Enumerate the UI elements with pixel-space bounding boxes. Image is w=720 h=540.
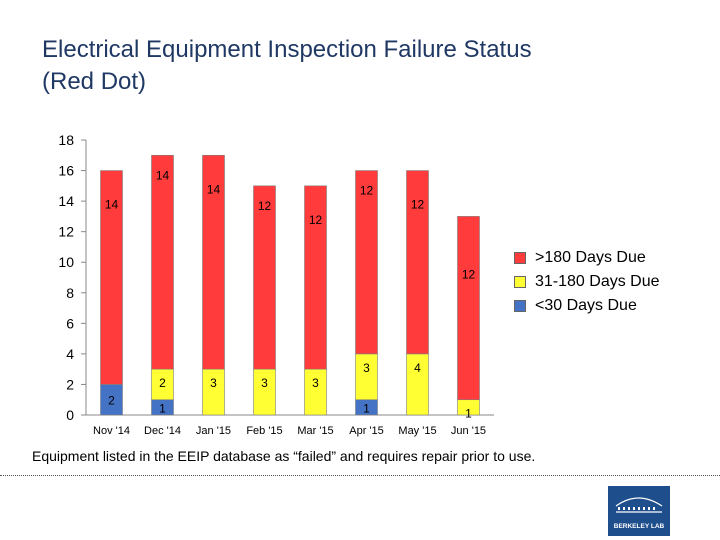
x-tick-label: Mar '15 — [297, 425, 333, 437]
data-label: 12 — [462, 267, 476, 281]
y-tick-label: 16 — [58, 163, 74, 179]
data-label: 3 — [363, 361, 370, 375]
bar-segment — [355, 170, 378, 355]
berkeley-lab-logo: BERKELEY LAB — [608, 486, 670, 536]
data-label: 12 — [411, 198, 425, 212]
data-label: 12 — [309, 213, 323, 227]
slide-title-line-1: Electrical Equipment Inspection Failure … — [42, 36, 532, 63]
data-label: 1 — [159, 401, 166, 415]
legend-label: <30 Days Due — [535, 297, 637, 314]
legend-swatch — [514, 300, 526, 312]
x-tick-label: Jan '15 — [196, 425, 231, 437]
y-tick-label: 0 — [66, 407, 74, 423]
data-label: 12 — [360, 184, 374, 198]
y-tick-label: 8 — [66, 285, 74, 301]
bar-segment — [100, 170, 123, 385]
data-label: 14 — [105, 198, 119, 212]
y-tick-label: 18 — [58, 132, 74, 148]
y-tick-label: 6 — [66, 315, 74, 331]
y-tick-label: 4 — [66, 346, 74, 362]
x-tick-label: Feb '15 — [246, 425, 282, 437]
data-label: 14 — [207, 182, 221, 196]
data-label: 4 — [414, 361, 421, 375]
x-tick-label: Nov '14 — [93, 425, 130, 437]
bar-segment — [151, 154, 174, 370]
footer-divider — [0, 475, 720, 476]
bar-segment — [202, 154, 225, 370]
x-tick-label: Apr '15 — [349, 425, 384, 437]
y-tick-label: 14 — [58, 193, 74, 209]
data-label: 3 — [312, 376, 319, 390]
data-label: 1 — [465, 407, 472, 421]
data-label: 3 — [261, 376, 268, 390]
data-label: 1 — [363, 401, 370, 415]
svg-text:BERKELEY LAB: BERKELEY LAB — [614, 523, 665, 530]
bar-segment — [406, 170, 429, 355]
data-label: 12 — [258, 199, 272, 213]
bar-segment — [304, 185, 327, 370]
legend-item: >180 Days Due — [514, 246, 660, 270]
x-tick-label: Jun '15 — [451, 425, 486, 437]
y-tick-label: 2 — [66, 376, 74, 392]
legend-item: <30 Days Due — [514, 294, 660, 318]
data-label: 2 — [108, 394, 115, 408]
bar-segment — [457, 216, 480, 401]
data-label: 3 — [210, 376, 217, 390]
bar-segment — [253, 185, 276, 370]
legend-label: 31-180 Days Due — [535, 273, 660, 290]
legend-swatch — [514, 252, 526, 264]
slide-title: Electrical Equipment Inspection Failure … — [42, 34, 682, 98]
x-tick-label: Dec '14 — [144, 425, 181, 437]
data-label: 14 — [156, 168, 170, 182]
legend-label: >180 Days Due — [535, 249, 646, 266]
y-tick-label: 10 — [58, 254, 74, 270]
data-label: 2 — [159, 376, 166, 390]
legend-item: 31-180 Days Due — [514, 270, 660, 294]
x-tick-label: May '15 — [398, 425, 436, 437]
slide-title-line-2: (Red Dot) — [42, 68, 147, 95]
legend-swatch — [514, 276, 526, 288]
footnote: Equipment listed in the EEIP database as… — [32, 448, 536, 464]
y-tick-label: 12 — [58, 224, 74, 240]
chart-legend: >180 Days Due 31-180 Days Due <30 Days Due — [514, 246, 660, 318]
